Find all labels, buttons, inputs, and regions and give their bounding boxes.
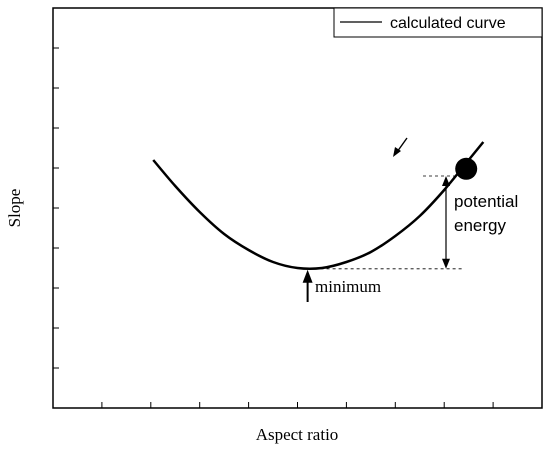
legend: calculated curve xyxy=(333,7,543,38)
y-ticks xyxy=(53,7,59,369)
potential-energy-label-line1: potential xyxy=(454,192,518,211)
ball-marker xyxy=(455,157,478,180)
legend-entry-calculated-curve: calculated curve xyxy=(390,15,506,32)
ball-direction-arrowhead xyxy=(393,147,401,157)
y-axis-label: Slope xyxy=(5,189,24,228)
minimum-label: minimum xyxy=(315,277,381,296)
potential-energy-arrowhead-up xyxy=(442,176,450,186)
minimum-arrowhead xyxy=(302,269,313,283)
potential-energy-label-line2: energy xyxy=(454,216,506,235)
potential-energy-arrowhead-down xyxy=(442,258,450,269)
series-line-calculated-curve xyxy=(152,141,485,270)
x-axis-label: Aspect ratio xyxy=(256,425,339,444)
axes xyxy=(52,7,543,409)
x-ticks xyxy=(101,402,494,408)
annotations: potential energy minimum xyxy=(302,137,518,302)
